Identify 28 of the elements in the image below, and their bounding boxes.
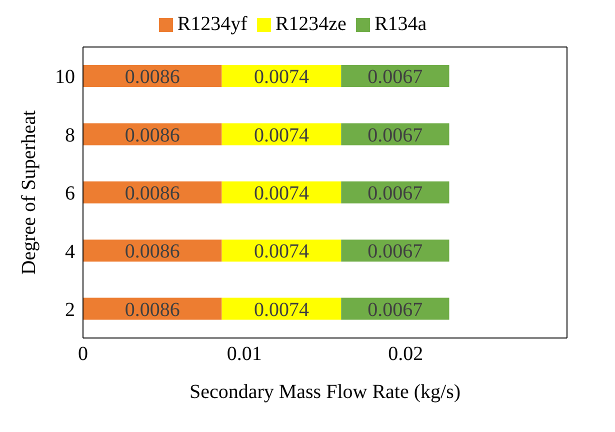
data-label: 0.0067: [368, 182, 423, 204]
data-label: 0.0074: [254, 182, 309, 204]
y-axis-title: Degree of Superheat: [18, 110, 40, 275]
y-tick-label: 10: [55, 66, 75, 88]
y-tick-label: 6: [65, 182, 75, 205]
data-label: 0.0067: [368, 66, 423, 88]
y-tick-label: 8: [65, 124, 75, 146]
data-label: 0.0074: [254, 66, 309, 88]
data-label: 0.0074: [254, 240, 309, 263]
data-label: 0.0067: [368, 298, 423, 321]
data-label: 0.0086: [124, 298, 180, 321]
y-tick-label: 4: [65, 240, 75, 263]
x-axis-title: Secondary Mass Flow Rate (kg/s): [189, 381, 461, 403]
data-label: 0.0067: [368, 240, 423, 263]
data-label: 0.0086: [124, 124, 180, 146]
data-label: 0.0067: [368, 124, 423, 146]
data-label: 0.0074: [254, 298, 309, 321]
data-label: 0.0086: [124, 66, 180, 88]
x-tick-label: 0.01: [226, 343, 262, 366]
data-label: 0.0074: [254, 124, 309, 146]
data-label: 0.0086: [124, 182, 180, 204]
y-tick-label: 2: [65, 299, 75, 321]
x-tick-label: 0: [78, 343, 88, 366]
legend-label: R1234ze: [275, 13, 346, 35]
legend-label: R134a: [374, 13, 427, 35]
data-label: 0.0086: [124, 240, 180, 263]
x-tick-label: 0.02: [388, 343, 424, 366]
legend-label: R1234yf: [177, 13, 248, 35]
